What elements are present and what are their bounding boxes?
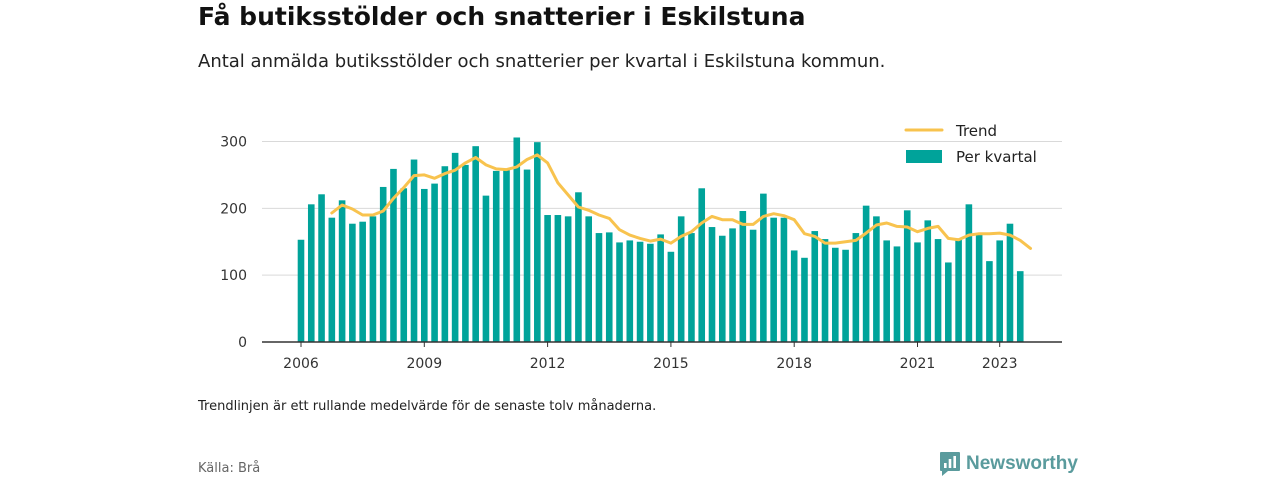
bar-2022-Q2 — [965, 204, 973, 342]
bar-2019-Q2 — [842, 249, 849, 342]
trend-note: Trendlinjen är ett rullande medelvärde f… — [198, 399, 657, 414]
bar-2010-Q3 — [482, 195, 490, 342]
bar-2009-Q1 — [421, 188, 428, 342]
bar-2014-Q3 — [647, 243, 654, 342]
bar-2013-Q2 — [595, 233, 603, 342]
bar-2012-Q3 — [564, 216, 572, 342]
bar-2010-Q1 — [462, 164, 469, 342]
bar-2018-Q3 — [811, 231, 819, 342]
bar-2006-Q3 — [318, 194, 325, 342]
brand-logo: Newsworthy — [939, 451, 1078, 477]
x-tick-label: 2009 — [406, 356, 442, 372]
bar-2007-Q2 — [349, 223, 356, 342]
bar-2023-Q2 — [1006, 223, 1014, 342]
bar-2019-Q3 — [852, 233, 860, 342]
bar-2012-Q4 — [575, 192, 582, 342]
legend-trend-label: Trend — [955, 122, 997, 140]
x-tick-label: 2021 — [900, 356, 936, 372]
bar-2016-Q2 — [718, 235, 726, 342]
legend-bars-label: Per kvartal — [956, 148, 1037, 166]
bar-2008-Q4 — [410, 159, 418, 342]
bar-2007-Q4 — [369, 216, 377, 342]
brand-name: Newsworthy — [966, 453, 1078, 474]
y-tick-label: 300 — [220, 135, 247, 151]
x-tick-label: 2015 — [653, 356, 689, 372]
bar-2015-Q4 — [698, 188, 706, 342]
legend-bars-swatch — [906, 150, 942, 163]
bar-2014-Q2 — [636, 241, 644, 342]
bar-2009-Q2 — [431, 183, 438, 342]
bar-2008-Q2 — [390, 168, 397, 342]
bar-2006-Q2 — [307, 204, 315, 342]
bar-2011-Q4 — [534, 142, 541, 342]
bar-2007-Q1 — [338, 200, 346, 342]
bar-2022-Q4 — [986, 261, 993, 342]
bar-2020-Q1 — [873, 216, 880, 342]
bar-2021-Q1 — [914, 242, 921, 342]
bar-2020-Q2 — [883, 240, 890, 342]
bar-2015-Q3 — [688, 233, 695, 342]
bar-2023-Q3 — [1016, 271, 1024, 342]
bar-2018-Q4 — [821, 239, 829, 342]
bar-2009-Q3 — [441, 166, 449, 342]
bar-2013-Q1 — [585, 216, 592, 342]
source-credit: Källa: Brå — [198, 461, 261, 476]
bar-2022-Q1 — [955, 238, 962, 342]
bar-2017-Q2 — [760, 193, 767, 342]
bar-2022-Q3 — [975, 233, 983, 342]
x-tick-label: 2018 — [776, 356, 812, 372]
trend-line — [330, 153, 1032, 250]
bar-2018-Q2 — [801, 257, 808, 342]
bar-2016-Q3 — [729, 228, 736, 342]
bar-2014-Q1 — [626, 240, 634, 342]
bar-2016-Q4 — [739, 211, 747, 342]
bar-2010-Q4 — [492, 170, 500, 342]
chart-title: Få butiksstölder och snatterier i Eskils… — [198, 2, 806, 31]
bar-2006-Q4 — [328, 217, 336, 342]
bar-2021-Q4 — [945, 262, 952, 342]
bar-2012-Q2 — [554, 215, 562, 342]
bar-2006-Q1 — [297, 239, 305, 342]
bar-2016-Q1 — [708, 227, 716, 342]
bar-2008-Q3 — [400, 188, 408, 342]
bar-2017-Q3 — [770, 217, 777, 342]
bar-2023-Q1 — [996, 240, 1003, 342]
bar-2013-Q4 — [616, 242, 623, 342]
bar-2019-Q4 — [862, 205, 870, 342]
bar-2017-Q1 — [749, 229, 757, 342]
bar-2013-Q3 — [605, 232, 613, 342]
bar-2011-Q3 — [523, 169, 531, 342]
chart-subtitle: Antal anmälda butiksstölder och snatteri… — [198, 51, 886, 72]
bar-2018-Q1 — [790, 250, 798, 342]
newsworthy-logo-icon — [940, 452, 960, 476]
bar-2020-Q3 — [893, 246, 901, 342]
y-tick-label: 200 — [220, 201, 247, 217]
bar-2021-Q3 — [934, 239, 942, 342]
bar-2015-Q1 — [667, 251, 675, 342]
bar-2019-Q1 — [832, 247, 839, 342]
y-tick-label: 0 — [238, 335, 247, 351]
bar-2011-Q2 — [513, 137, 521, 342]
bar-2011-Q1 — [503, 170, 510, 342]
bar-2014-Q4 — [657, 234, 664, 342]
x-tick-label: 2012 — [530, 356, 566, 372]
bar-2020-Q4 — [903, 210, 911, 342]
bar-2021-Q2 — [924, 220, 932, 342]
x-tick-label: 2006 — [283, 356, 319, 372]
y-tick-label: 100 — [220, 268, 247, 284]
bar-2010-Q2 — [472, 146, 479, 342]
bar-2007-Q3 — [359, 221, 366, 342]
bar-2009-Q4 — [451, 152, 459, 342]
bar-2008-Q1 — [379, 186, 387, 342]
bar-2015-Q2 — [677, 216, 685, 342]
x-tick-label: 2023 — [982, 356, 1018, 372]
bar-2017-Q4 — [780, 217, 788, 342]
bar-2012-Q1 — [544, 215, 551, 342]
